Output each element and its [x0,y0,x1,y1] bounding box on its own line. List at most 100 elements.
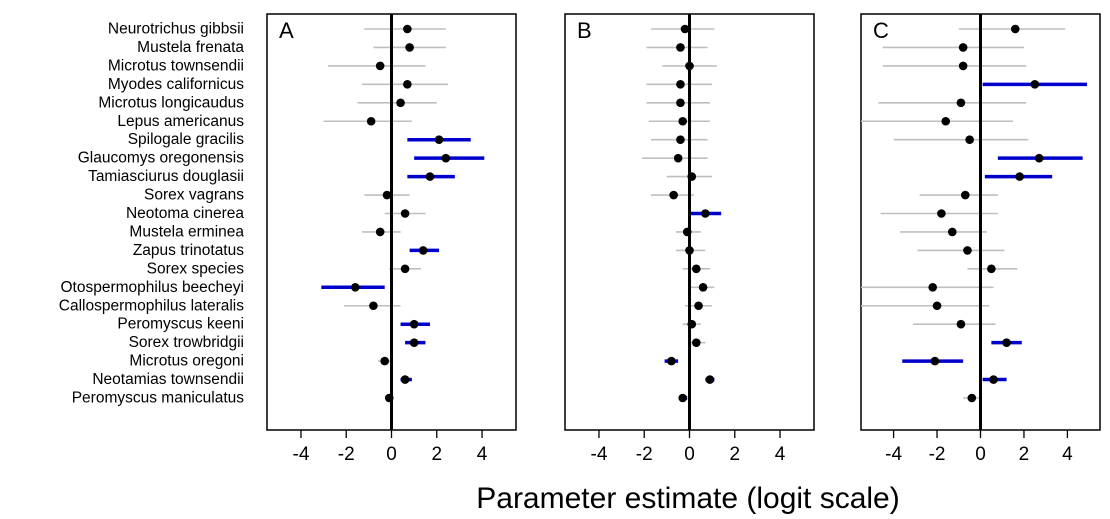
estimate-point [375,61,385,71]
estimate-point [441,153,451,163]
x-tick-label: -4 [293,444,310,465]
estimate-point [705,375,715,384]
estimate-point [418,246,428,255]
estimate-point [685,246,694,255]
species-label: Mustela frenata [137,39,244,56]
estimate-point [1010,24,1020,34]
estimate-point [989,375,998,384]
estimate-point [682,227,692,237]
estimate-point [958,61,968,71]
estimate-point [669,190,678,200]
estimate-point [676,98,685,108]
species-label: Callospermophilus lateralis [59,297,244,314]
estimate-point [400,209,410,218]
species-label: Neotoma cinerea [126,205,244,222]
estimate-point [403,24,412,34]
species-label: Microtus oregoni [129,353,244,370]
estimate-point [667,356,676,366]
estimate-point [676,135,685,144]
x-tick-label: -2 [338,444,355,465]
estimate-point [958,43,968,52]
estimate-point [956,319,966,329]
estimate-point [1015,172,1024,181]
panel-label: B [577,18,592,43]
x-tick-label: 2 [431,444,442,465]
x-tick-label: 4 [775,444,786,465]
estimate-point [987,264,996,274]
species-label: Sorex species [147,260,245,277]
panel-b: -4 -2 0 2 4 B [564,13,815,465]
estimate-point [937,209,946,218]
x-tick-label: -4 [885,444,902,465]
estimate-point [687,319,697,329]
estimate-point [434,135,444,144]
estimate-point [691,264,701,274]
species-label: Otospermophilus beecheyi [60,279,244,296]
species-label: Lepus americanus [117,113,244,130]
x-tick-label: -4 [591,444,608,465]
species-label: Neotamias townsendii [92,371,244,388]
estimate-point [680,24,690,34]
x-tick-label: 0 [684,444,695,465]
estimate-point [382,190,392,200]
estimate-point [350,283,360,292]
panel-a: -4 -2 0 2 4 A [266,13,517,465]
estimate-point [384,393,394,403]
estimate-point [400,375,410,384]
estimate-point [425,172,435,181]
panel-label: C [873,18,889,43]
estimate-point [701,209,710,218]
estimate-point [947,227,957,237]
x-tick-label: 2 [729,444,740,465]
estimate-point [678,393,688,403]
estimate-point [965,135,974,144]
x-tick-label: 0 [975,444,986,465]
species-label: Zapus trinotatus [133,242,244,259]
estimate-point [380,356,390,366]
species-label: Microtus longicaudus [98,94,244,111]
estimate-point [930,356,940,366]
species-label: Glaucomys oregonensis [78,150,245,167]
species-label: Mustela erminea [129,223,244,240]
species-label: Microtus townsendii [108,57,244,74]
estimate-point [676,80,685,89]
estimate-point [405,43,414,52]
estimate-point [960,190,970,200]
estimate-point [928,283,937,292]
estimate-point [691,338,701,347]
estimate-point [694,301,703,311]
estimate-point [396,98,405,108]
species-label: Spilogale gracilis [128,131,245,148]
estimate-point [967,393,977,403]
estimate-point [1002,338,1011,347]
x-tick-label: 2 [1019,444,1030,465]
estimate-point [676,43,685,52]
species-label: Sorex trowbridgii [129,334,244,351]
species-label: Myodes californicus [108,76,244,93]
estimate-point [698,283,708,292]
x-tick-label: -2 [929,444,946,465]
estimate-point [409,319,419,329]
estimate-point [932,301,942,311]
estimate-point [685,61,694,71]
estimate-point [375,227,385,237]
panel-c: -4 -2 0 2 4 C [860,13,1101,465]
x-tick-label: 0 [386,444,397,465]
estimate-point [941,116,951,126]
estimate-point [956,98,966,108]
panel-label: A [279,18,294,43]
estimate-point [687,172,697,181]
species-label: Sorex vagrans [144,187,244,204]
estimate-point [366,116,376,126]
estimate-point [403,80,412,89]
species-label: Tamiasciurus douglasii [88,168,244,185]
x-axis-title: Parameter estimate (logit scale) [476,482,900,515]
estimate-point [369,301,378,311]
species-label: Peromyscus maniculatus [72,390,245,407]
estimate-point [678,116,688,126]
estimate-point [409,338,419,347]
x-tick-label: 4 [477,444,488,465]
estimate-point [400,264,410,274]
